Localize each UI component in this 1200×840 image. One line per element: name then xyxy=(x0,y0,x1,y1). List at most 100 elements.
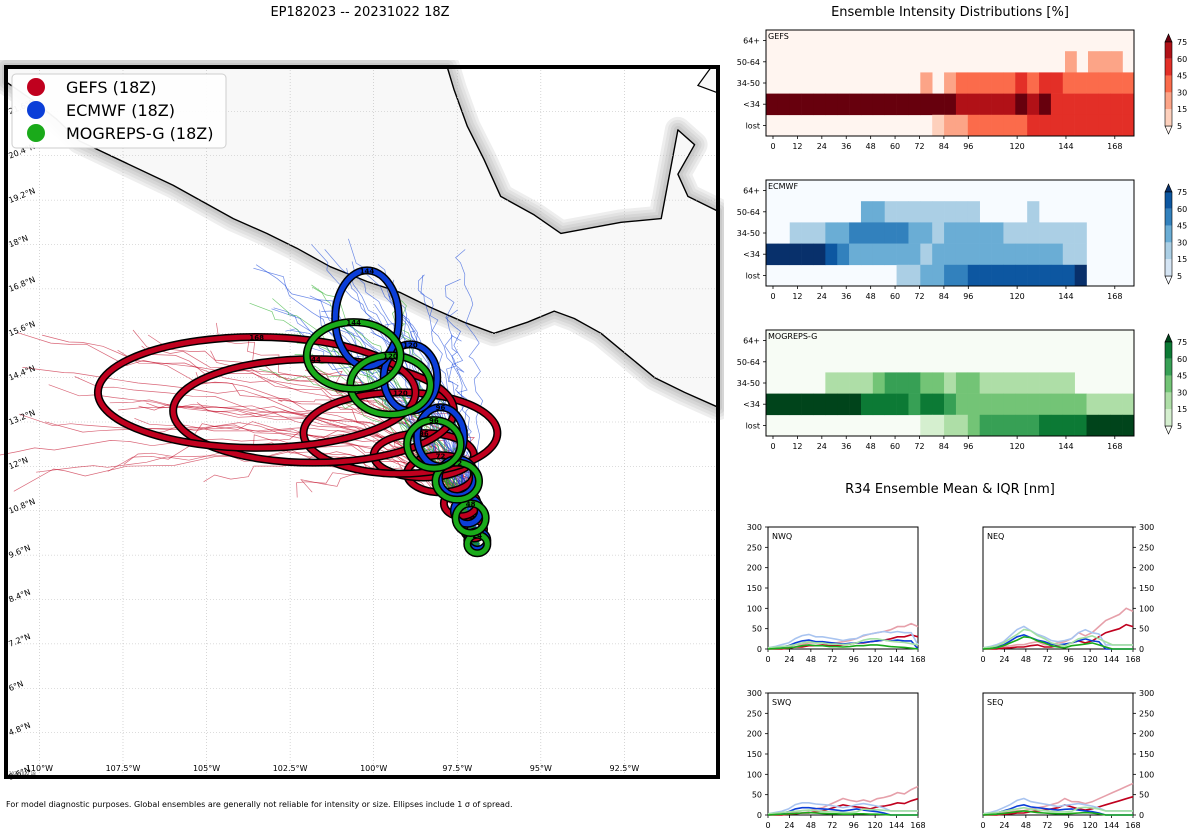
heatmap-cell xyxy=(920,201,933,223)
lon-label: 102.5°W xyxy=(273,764,308,773)
heatmap-cell xyxy=(1074,414,1087,437)
x-tick-label: 96 xyxy=(963,142,973,151)
colorbar-tick-label: 45 xyxy=(1177,222,1187,231)
heatmap-cell xyxy=(944,393,957,416)
heatmap-cell xyxy=(908,264,921,287)
heatmap-cell xyxy=(896,201,909,223)
lon-label: 107.5°W xyxy=(106,764,141,773)
heatmap-cell xyxy=(837,243,850,266)
heatmap-cell xyxy=(967,222,980,244)
heatmap-cell xyxy=(1062,72,1075,94)
ecmwf-ellipse-label: 144 xyxy=(360,267,375,275)
heatmap-cell xyxy=(1122,72,1135,94)
y-tick-label: 0 xyxy=(1139,811,1144,820)
colorbar-segment xyxy=(1165,92,1172,110)
heatmap-cell xyxy=(1015,264,1028,287)
colorbar-top-arrow xyxy=(1164,183,1173,193)
x-tick-label: 144 xyxy=(889,655,904,664)
r34-frame xyxy=(767,526,919,650)
x-tick-label: 168 xyxy=(1107,292,1122,301)
x-tick-label: 144 xyxy=(1104,821,1119,830)
heatmap-cell xyxy=(1039,414,1052,437)
colorbar-tick-label: 75 xyxy=(1177,38,1187,47)
heatmap-cell xyxy=(955,243,969,266)
mogreps-r34-iqr xyxy=(767,808,918,815)
x-tick-label: 120 xyxy=(1083,655,1098,664)
lon-label: 100°W xyxy=(360,764,387,773)
x-tick-label: 12 xyxy=(792,142,802,151)
heatmap-cell xyxy=(991,93,1004,116)
x-tick-label: 120 xyxy=(868,821,883,830)
y-tick-label: 300 xyxy=(1139,689,1154,698)
heatmap-cell xyxy=(813,93,826,116)
heatmap-cell xyxy=(1027,114,1040,137)
x-tick-label: 0 xyxy=(980,821,985,830)
heatmap-cell xyxy=(777,243,791,266)
colorbar-tick-label: 45 xyxy=(1177,372,1187,381)
colorbar-tick-label: 30 xyxy=(1177,88,1187,97)
heatmap-cell xyxy=(1110,93,1123,116)
x-tick-label: 96 xyxy=(963,442,973,451)
heatmap-cell xyxy=(932,93,945,116)
mogreps-ellipse-label: 120 xyxy=(383,352,398,360)
heatmap-cell xyxy=(1110,393,1123,416)
heatmap-cell xyxy=(896,393,909,416)
heatmap-cell xyxy=(908,93,921,116)
colorbar-tick-label: 30 xyxy=(1177,388,1187,397)
y-tick-label: 150 xyxy=(747,750,762,759)
heatmap-cell xyxy=(801,93,814,116)
x-tick-label: 48 xyxy=(1021,821,1031,830)
heatmap-cell xyxy=(766,93,779,116)
heatmap-cell xyxy=(860,93,874,116)
heatmap-cell xyxy=(979,393,992,416)
heatmap-cell xyxy=(1086,114,1099,137)
heatmap-cell xyxy=(991,222,1004,244)
x-tick-label: 120 xyxy=(1009,142,1024,151)
heatmap-cell xyxy=(825,243,838,266)
x-tick-label: 48 xyxy=(1021,655,1031,664)
heatmap-cell xyxy=(884,93,897,116)
y-tick-label: 300 xyxy=(1139,523,1154,532)
heatmap-cell xyxy=(979,372,992,394)
heatmap-cell xyxy=(979,222,992,244)
heatmap-cell xyxy=(1003,264,1016,287)
heatmap-cell xyxy=(955,393,969,416)
x-tick-label: 48 xyxy=(866,442,876,451)
heatmap-mogreps-g: MOGREPS-G 64+ 50-64 34-50 <34 lost 0 12 24 36 48 60… xyxy=(737,329,1187,451)
y-tick-label: 250 xyxy=(747,543,762,552)
heatmap-cell xyxy=(920,414,933,437)
heatmap-cell xyxy=(1098,393,1111,416)
heatmap-cell xyxy=(967,93,980,116)
heatmap-cell xyxy=(825,93,838,116)
heatmap-cell xyxy=(1003,93,1016,116)
row-label: 50-64 xyxy=(737,58,760,67)
heatmap-cell xyxy=(1027,393,1040,416)
heatmap-cell xyxy=(1003,414,1016,437)
colorbar-segment xyxy=(1165,409,1172,426)
heatmap-cell xyxy=(1050,93,1064,116)
mogreps-ellipse-label: 48 xyxy=(466,500,476,508)
legend: GEFS (18Z) ECMWF (18Z) MOGREPS-G (18Z) xyxy=(11,73,227,149)
colorbar-segment xyxy=(1165,75,1172,93)
y-tick-label: 150 xyxy=(1139,750,1154,759)
heatmap-cell xyxy=(789,93,802,116)
x-tick-label: 96 xyxy=(849,821,859,830)
heatmap-cell xyxy=(920,243,933,266)
heatmap-cell xyxy=(955,72,969,94)
x-tick-label: 96 xyxy=(1064,821,1074,830)
lon-label: 105°W xyxy=(193,764,220,773)
y-tick-label: 300 xyxy=(747,689,762,698)
heatmap-cell xyxy=(955,93,969,116)
colorbar-segment xyxy=(1165,109,1172,126)
r34-panel-name: SWQ xyxy=(772,698,791,707)
colorbar-segment xyxy=(1165,208,1172,226)
x-tick-label: 24 xyxy=(817,142,827,151)
heatmap-cell xyxy=(837,372,850,394)
heatmap-ecmwf: ECMWF 64+ 50-64 34-50 <34 lost 0 12 24 36 48 60 72 84… xyxy=(737,179,1187,301)
heatmap-cell xyxy=(1050,72,1064,94)
heatmap-cell xyxy=(884,201,897,223)
main-title: EP182023 -- 20231022 18Z xyxy=(270,5,450,20)
heatmap-cell xyxy=(860,243,874,266)
ecmwf-ellipse-144 xyxy=(332,267,402,370)
